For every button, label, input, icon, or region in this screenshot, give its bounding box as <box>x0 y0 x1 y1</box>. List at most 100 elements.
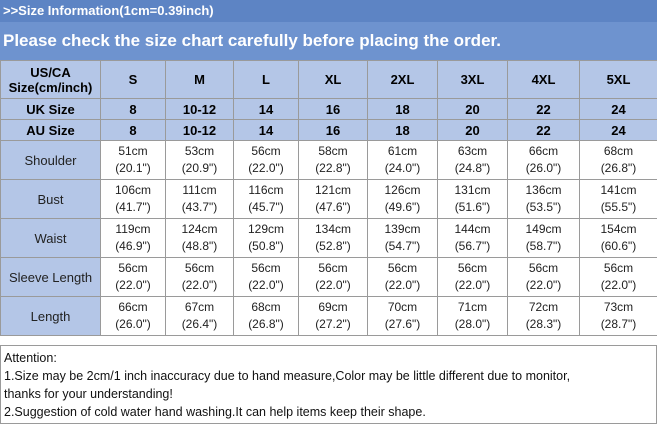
measurement-row: Length 66cm (26.0") 67cm (26.4") 68cm (26.8") 6… <box>0 296 657 336</box>
us-size-cell: M <box>165 60 234 99</box>
measurement-cell: 58cm (22.8") <box>298 140 368 180</box>
measurement-inch: (22.0") <box>525 278 562 292</box>
measurement-inch: (43.7") <box>181 200 218 214</box>
measurement-inch: (22.0") <box>454 278 491 292</box>
measurement-cm: 149cm <box>525 222 562 236</box>
measurement-inch: (53.5") <box>525 200 562 214</box>
measurement-cm: 129cm <box>247 222 285 236</box>
au-size-cell: 16 <box>298 119 368 141</box>
measurement-inch: (20.1") <box>115 161 151 175</box>
uk-size-cell: 22 <box>507 98 580 120</box>
au-size-cell: 8 <box>100 119 166 141</box>
measurement-cell: 149cm (58.7") <box>507 218 580 258</box>
measurement-inch: (51.6") <box>454 200 491 214</box>
measurement-cell: 119cm (46.9") <box>100 218 166 258</box>
au-size-cell: 14 <box>233 119 299 141</box>
measurement-cm: 126cm <box>384 183 421 197</box>
measurement-cm: 131cm <box>454 183 491 197</box>
measurement-cell: 68cm (26.8") <box>233 296 299 336</box>
measurement-name: Length <box>0 296 101 336</box>
measurement-cm: 70cm <box>387 300 418 314</box>
measurement-cell: 141cm (55.5") <box>579 179 657 219</box>
measurement-cm: 58cm <box>318 144 348 158</box>
measurement-cm: 56cm <box>251 261 281 275</box>
uk-size-cell: 18 <box>367 98 438 120</box>
measurement-cell: 69cm (27.2") <box>298 296 368 336</box>
measurement-name: Shoulder <box>0 140 101 180</box>
size-chart-notice: Please check the size chart carefully be… <box>0 22 657 60</box>
measurement-cm: 69cm <box>318 300 348 314</box>
us-size-cell: 2XL <box>367 60 438 99</box>
measurement-cell: 61cm (24.0") <box>367 140 438 180</box>
uk-size-cell: 24 <box>579 98 657 120</box>
measurement-cm: 134cm <box>314 222 352 236</box>
measurement-inch: (22.8") <box>315 161 351 175</box>
measurement-cm: 106cm <box>114 183 152 197</box>
measurement-cm: 56cm <box>457 261 488 275</box>
measurement-row: Shoulder 51cm (20.1") 53cm (20.9") 56cm (22.0"… <box>0 140 657 180</box>
measurement-inch: (26.8") <box>600 161 637 175</box>
measurement-cell: 139cm (54.7") <box>367 218 438 258</box>
uk-size-cell: 16 <box>298 98 368 120</box>
measurement-inch: (54.7") <box>384 239 421 253</box>
measurement-cm: 124cm <box>181 222 218 236</box>
measurement-inch: (58.7") <box>525 239 562 253</box>
measurement-cell: 134cm (52.8") <box>298 218 368 258</box>
measurement-inch: (56.7") <box>454 239 491 253</box>
measurement-cell: 63cm (24.8") <box>437 140 508 180</box>
measurement-cell: 111cm (43.7") <box>165 179 234 219</box>
measurement-cm: 139cm <box>384 222 421 236</box>
measurement-name: Bust <box>0 179 101 219</box>
measurement-inch: (22.0") <box>115 278 151 292</box>
measurement-inch: (48.8") <box>181 239 218 253</box>
measurement-inch: (28.7") <box>600 317 637 331</box>
measurement-cm: 56cm <box>387 261 418 275</box>
measurement-cm: 141cm <box>600 183 637 197</box>
measurement-cell: 56cm (22.0") <box>579 257 657 297</box>
measurement-inch: (22.0") <box>248 278 284 292</box>
us-size-row: US/CA Size(cm/inch) S M L XL 2XL 3XL 4XL 5XL <box>0 60 657 99</box>
attention-note-2: 2.Suggestion of cold water hand washing.… <box>4 405 426 419</box>
measurement-inch: (47.6") <box>315 200 351 214</box>
au-size-cell: 22 <box>507 119 580 141</box>
measurement-inch: (41.7") <box>115 200 151 214</box>
measurement-cm: 56cm <box>318 261 348 275</box>
au-size-cell: 18 <box>367 119 438 141</box>
size-table-body: US/CA Size(cm/inch) S M L XL 2XL 3XL 4XL 5XL UK… <box>0 60 657 336</box>
measurement-name: Waist <box>0 218 101 258</box>
size-table: US/CA Size(cm/inch) S M L XL 2XL 3XL 4XL 5XL UK… <box>0 60 657 336</box>
measurement-cell: 56cm (22.0") <box>100 257 166 297</box>
corner-size-unit: Size(cm/inch) <box>8 79 93 95</box>
measurement-cell: 68cm (26.8") <box>579 140 657 180</box>
measurement-cm: 56cm <box>184 261 215 275</box>
measurement-inch: (52.8") <box>315 239 351 253</box>
attention-title: Attention: <box>4 351 57 365</box>
measurement-cell: 129cm (50.8") <box>233 218 299 258</box>
measurement-cm: 111cm <box>182 183 217 197</box>
measurement-cm: 56cm <box>528 261 559 275</box>
au-size-row: AU Size 8 10-12 14 16 18 20 22 24 <box>0 119 657 141</box>
measurement-cell: 144cm (56.7") <box>437 218 508 258</box>
measurement-cm: 63cm <box>457 144 488 158</box>
au-size-cell: 24 <box>579 119 657 141</box>
measurement-cell: 56cm (22.0") <box>507 257 580 297</box>
measurement-cell: 71cm (28.0") <box>437 296 508 336</box>
measurement-inch: (20.9") <box>181 161 218 175</box>
us-size-cell: XL <box>298 60 368 99</box>
measurement-cell: 56cm (22.0") <box>233 257 299 297</box>
measurement-inch: (22.0") <box>384 278 421 292</box>
us-size-cell: 4XL <box>507 60 580 99</box>
uk-size-cell: 14 <box>233 98 299 120</box>
measurement-cm: 56cm <box>251 144 281 158</box>
measurement-cm: 121cm <box>314 183 352 197</box>
measurement-cell: 121cm (47.6") <box>298 179 368 219</box>
measurement-cm: 144cm <box>454 222 491 236</box>
measurement-inch: (24.8") <box>454 161 491 175</box>
us-size-cell: 3XL <box>437 60 508 99</box>
measurement-cm: 116cm <box>248 183 284 197</box>
measurement-cell: 106cm (41.7") <box>100 179 166 219</box>
uk-size-row: UK Size 8 10-12 14 16 18 20 22 24 <box>0 98 657 120</box>
measurement-cell: 51cm (20.1") <box>100 140 166 180</box>
measurement-cell: 56cm (22.0") <box>437 257 508 297</box>
